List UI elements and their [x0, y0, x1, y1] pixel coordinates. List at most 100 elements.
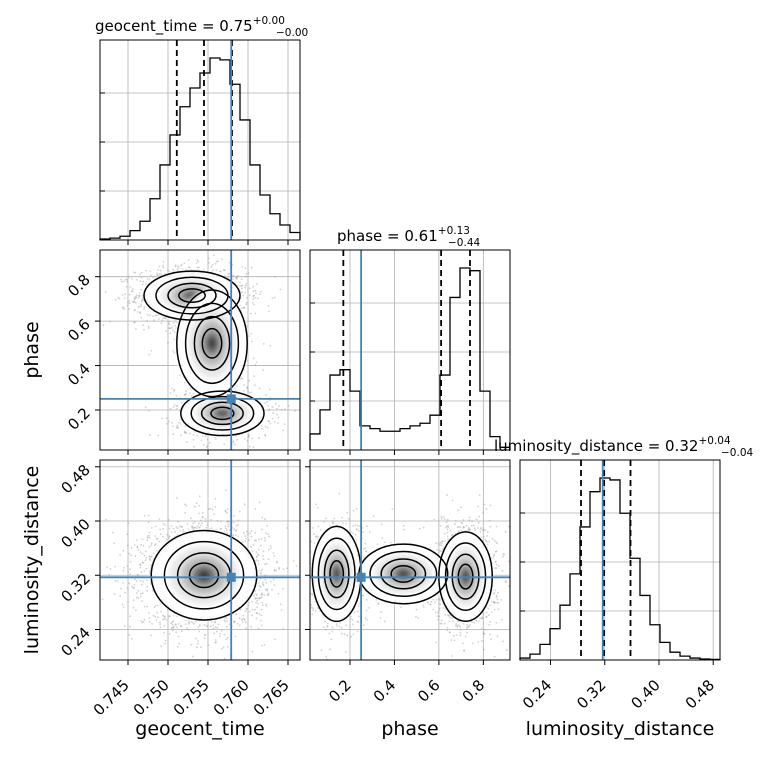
scatter-point — [140, 271, 143, 274]
scatter-point — [163, 631, 165, 634]
scatter-point — [262, 343, 265, 345]
scatter-point — [143, 514, 146, 517]
scatter-point — [130, 290, 133, 292]
scatter-point — [260, 537, 263, 540]
axes-frame — [309, 249, 511, 451]
scatter-point — [177, 635, 180, 638]
scatter-point — [157, 269, 159, 271]
scatter-point — [205, 526, 208, 529]
scatter-point — [234, 443, 236, 446]
scatter-point — [248, 445, 251, 448]
scatter-point — [146, 535, 149, 538]
scatter-point — [173, 389, 175, 392]
scatter-point — [154, 535, 157, 538]
scatter-point — [114, 565, 116, 568]
contour-line — [143, 270, 241, 321]
scatter-point — [172, 626, 175, 629]
scatter-point — [162, 614, 164, 617]
scatter-point — [165, 417, 168, 420]
scatter-point — [151, 623, 154, 625]
scatter-point — [206, 625, 209, 628]
scatter-point — [160, 322, 163, 325]
scatter-point — [225, 638, 228, 641]
scatter-point — [262, 555, 264, 557]
scatter-point — [160, 273, 163, 276]
scatter-point — [211, 621, 214, 623]
scatter-point — [185, 504, 188, 507]
scatter-point — [258, 589, 261, 592]
scatter-point — [187, 618, 190, 621]
scatter-point — [243, 503, 246, 506]
scatter-point — [204, 634, 207, 636]
scatter-point — [159, 626, 162, 629]
scatter-point — [194, 620, 197, 623]
scatter-point — [173, 388, 176, 391]
scatter-point — [294, 410, 296, 412]
scatter-point — [139, 566, 142, 569]
scatter-point — [172, 627, 175, 629]
scatter-point — [251, 550, 254, 553]
scatter-point — [127, 544, 129, 547]
scatter-point — [265, 581, 268, 584]
y-tick-label: 0.4 — [64, 360, 94, 390]
scatter-point — [226, 511, 229, 514]
scatter-point — [244, 537, 247, 540]
scatter-point — [183, 262, 186, 265]
scatter-point — [242, 621, 244, 624]
scatter-point — [179, 418, 181, 421]
scatter-point — [227, 275, 230, 278]
scatter-point — [248, 287, 251, 290]
scatter-point — [233, 528, 235, 530]
y-tick-label: 0.2 — [64, 404, 94, 434]
scatter-point — [212, 627, 215, 630]
scatter-point — [158, 265, 161, 268]
scatter-point — [154, 314, 157, 317]
scatter-point — [150, 634, 152, 637]
scatter-point — [302, 565, 304, 567]
scatter-point — [255, 539, 257, 542]
scatter-point — [237, 523, 240, 526]
scatter-point — [197, 525, 199, 527]
scatter-point — [138, 292, 141, 294]
scatter-point — [196, 259, 199, 262]
scatter-point — [141, 297, 144, 300]
scatter-point — [137, 297, 140, 299]
scatter-point — [235, 276, 238, 279]
scatter-point — [154, 275, 157, 278]
scatter-point — [180, 434, 183, 437]
scatter-point — [259, 544, 262, 547]
scatter-point — [245, 282, 248, 285]
scatter-point — [209, 663, 211, 665]
scatter-point — [122, 582, 125, 584]
scatter-point — [176, 427, 179, 430]
scatter-point — [114, 298, 117, 301]
scatter-point — [150, 274, 152, 277]
scatter-point — [277, 416, 280, 419]
scatter-point — [269, 422, 272, 425]
scatter-point — [260, 624, 263, 627]
scatter-point — [267, 594, 270, 596]
scatter-point — [239, 377, 242, 380]
scatter-point — [169, 392, 172, 394]
scatter-point — [251, 608, 254, 611]
scatter-point — [195, 620, 198, 622]
scatter-point — [280, 603, 282, 606]
scatter-point — [226, 531, 229, 534]
scatter-point — [172, 270, 175, 273]
scatter-point — [139, 563, 141, 565]
scatter-point — [159, 269, 162, 272]
scatter-point — [215, 269, 218, 271]
scatter-point — [234, 280, 237, 283]
scatter-point — [227, 520, 230, 523]
scatter-point — [282, 568, 285, 571]
scatter-point — [200, 519, 202, 522]
scatter-point — [261, 592, 263, 595]
scatter-point — [165, 330, 168, 332]
scatter-point — [140, 305, 143, 308]
scatter-point — [133, 586, 135, 589]
scatter-point — [269, 345, 272, 347]
scatter-point — [147, 536, 149, 539]
scatter-point — [243, 617, 245, 620]
scatter-point — [258, 387, 261, 390]
scatter-point — [147, 514, 150, 517]
